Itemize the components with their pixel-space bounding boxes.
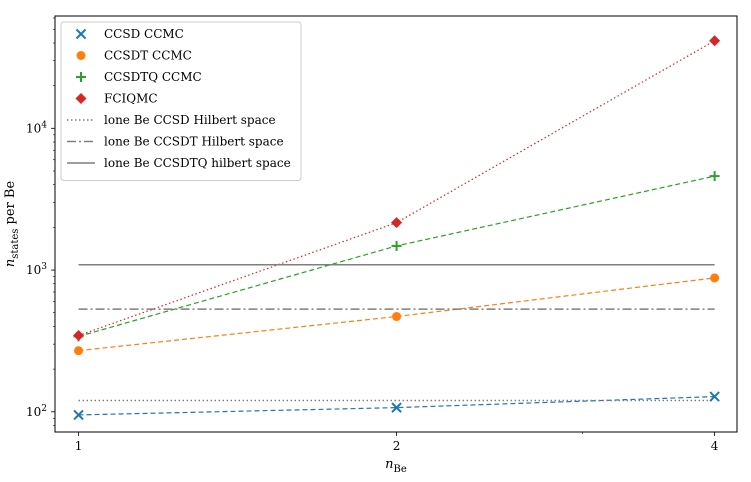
y-tick-label-2: 104 [26, 120, 47, 135]
legend-label-0: CCSD CCMC [104, 27, 184, 41]
legend-item-4: lone Be CCSD Hilbert space [67, 113, 276, 127]
x-tick-label-1: 2 [393, 439, 401, 453]
data-point-2-1 [391, 240, 402, 251]
legend-item-6: lone Be CCSDTQ hilbert space [67, 156, 291, 170]
y-tick-label-0: 102 [26, 404, 47, 419]
data-point-0-2 [709, 391, 720, 402]
legend-box [60, 21, 302, 181]
series-line-1 [78, 277, 715, 352]
legend-label-1: CCSDT CCMC [104, 49, 192, 63]
data-point-2-2 [709, 171, 720, 182]
legend-label-4: lone Be CCSD Hilbert space [104, 113, 276, 127]
legend-marker-2 [76, 72, 86, 82]
legend: CCSD CCMC CCSDT CCMC CCSDTQ CCMC FCIQMC lone… [60, 21, 302, 181]
axis-ticks: 1 2 4 102 103 104 [26, 17, 719, 453]
legend-item-2: CCSDTQ CCMC [76, 70, 202, 84]
data-point-3-0 [73, 330, 85, 342]
data-point-1-1 [392, 312, 402, 322]
legend-label-5: lone Be CCSDT Hilbert space [104, 135, 284, 149]
legend-label-2: CCSDTQ CCMC [104, 70, 202, 84]
x-tick-label-0: 1 [75, 439, 83, 453]
legend-item-5: lone Be CCSDT Hilbert space [67, 135, 284, 149]
legend-marker-0 [75, 28, 87, 40]
y-axis-label: nstates per Be [3, 181, 21, 268]
legend-item-0: CCSD CCMC [75, 27, 184, 41]
data-point-0-0 [73, 409, 84, 421]
x-axis-label: nBe [385, 457, 407, 475]
legend-item-3: FCIQMC [75, 92, 158, 106]
legend-marker-3 [75, 93, 87, 104]
legend-label-6: lone Be CCSDTQ hilbert space [104, 156, 291, 170]
data-point-1-0 [74, 346, 84, 356]
data-point-3-2 [709, 35, 721, 47]
legend-item-1: CCSDT CCMC [76, 49, 192, 63]
data-point-3-1 [391, 217, 403, 229]
x-tick-label-2: 4 [711, 439, 719, 453]
series-line-0 [78, 395, 715, 416]
plot-area [73, 35, 721, 421]
data-point-1-2 [710, 273, 720, 283]
plot-frame [54, 15, 738, 433]
data-point-0-1 [391, 402, 402, 413]
y-tick-label-1: 103 [26, 262, 47, 277]
legend-marker-1 [76, 51, 86, 60]
legend-label-3: FCIQMC [104, 92, 158, 106]
